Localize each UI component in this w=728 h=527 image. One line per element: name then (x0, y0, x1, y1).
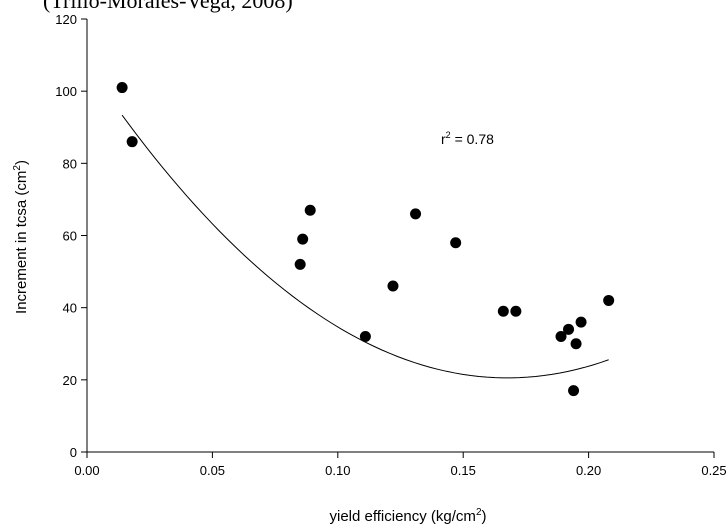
y-tick-label: 0 (70, 445, 77, 460)
x-axis-label: yield efficiency (kg/cm2) (329, 507, 486, 525)
data-point (510, 305, 522, 317)
y-tick-label: 120 (55, 12, 77, 27)
y-tick-label: 100 (55, 84, 77, 99)
data-point (563, 323, 575, 335)
x-tick-label: 0.00 (74, 463, 99, 478)
data-point (304, 204, 316, 216)
y-tick-label: 40 (63, 301, 77, 316)
data-point (603, 294, 615, 306)
data-point (387, 280, 399, 292)
data-point (570, 338, 582, 350)
data-point (568, 385, 580, 397)
header-fragment: (Trillo-Morales-Vega, 2008) (43, 0, 293, 13)
data-point (497, 305, 509, 317)
tick-marks (81, 18, 715, 458)
data-point (450, 237, 462, 249)
data-point (297, 233, 309, 245)
x-tick-label: 0.10 (325, 463, 350, 478)
x-tick-label: 0.05 (200, 463, 225, 478)
tick-labels: 0.00 0.05 0.10 0.15 0.20 0.25 0 20 40 60 80 100 120 (55, 12, 726, 478)
data-point (126, 136, 138, 148)
x-tick-label: 0.25 (701, 463, 726, 478)
y-tick-label: 80 (63, 156, 77, 171)
data-point (410, 208, 422, 220)
y-axis-label: Increment in tcsa (cm2) (12, 160, 30, 314)
data-point (116, 82, 128, 94)
data-point (555, 331, 567, 343)
y-tick-label: 20 (63, 373, 77, 388)
x-tick-label: 0.15 (451, 463, 476, 478)
data-point (359, 331, 371, 343)
data-point (575, 316, 587, 328)
data-points (116, 82, 615, 397)
r-squared-annotation: r2 = 0.78 (441, 130, 494, 147)
y-tick-label: 60 (63, 229, 77, 244)
x-tick-label: 0.20 (576, 463, 601, 478)
data-point (294, 258, 306, 270)
fit-curve (121, 114, 609, 379)
axes (86, 19, 714, 453)
